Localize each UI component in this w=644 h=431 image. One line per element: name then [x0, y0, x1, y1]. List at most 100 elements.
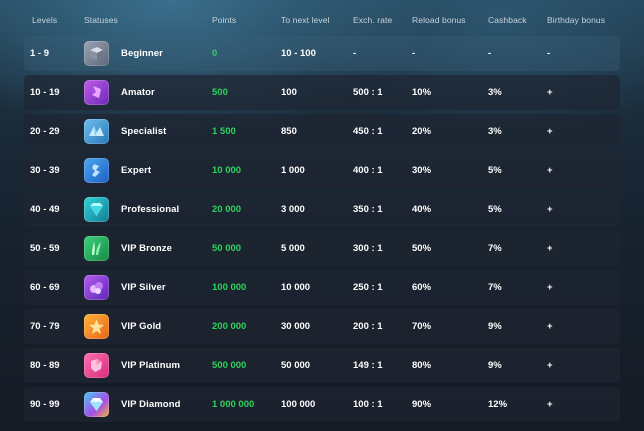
row-reload-bonus: 30%	[412, 165, 432, 176]
row-birthday-bonus: +	[547, 87, 553, 98]
row-exch-rate: 400 : 1	[353, 165, 383, 176]
row-exch-rate: 300 : 1	[353, 243, 383, 254]
row-exch-rate: 149 : 1	[353, 360, 383, 371]
row-birthday-bonus: +	[547, 360, 553, 371]
row-to-next-level: 10 - 100	[281, 48, 316, 59]
row-birthday-bonus: +	[547, 126, 553, 137]
row-reload-bonus: -	[412, 48, 416, 59]
row-exch-rate: 350 : 1	[353, 204, 383, 215]
table-row: 70 - 79 VIP Gold 200 000 30 000 200 : 1 …	[24, 309, 620, 344]
row-to-next-level: 100	[281, 87, 297, 98]
row-to-next-level: 1 000	[281, 165, 305, 176]
vip-gold-badge-icon	[84, 314, 109, 339]
row-cashback: 9%	[488, 360, 502, 371]
row-levels: 30 - 39	[30, 165, 60, 176]
row-reload-bonus: 80%	[412, 360, 432, 371]
row-points: 50 000	[212, 243, 242, 254]
table-header: Levels Statuses Points To next level Exc…	[0, 0, 644, 40]
row-cashback: 7%	[488, 243, 502, 254]
row-exch-rate: 500 : 1	[353, 87, 383, 98]
row-cashback: 9%	[488, 321, 502, 332]
header-statuses: Statuses	[84, 15, 118, 25]
expert-badge-icon	[84, 158, 109, 183]
row-cashback: -	[488, 48, 492, 59]
table-row: 10 - 19 Amator 500 100 500 : 1 10% 3% +	[24, 75, 620, 110]
row-points: 1 500	[212, 126, 236, 137]
row-levels: 60 - 69	[30, 282, 60, 293]
row-status: Expert	[121, 165, 152, 176]
row-to-next-level: 30 000	[281, 321, 311, 332]
row-levels: 90 - 99	[30, 399, 60, 410]
amator-badge-icon	[84, 80, 109, 105]
row-reload-bonus: 70%	[412, 321, 432, 332]
row-reload-bonus: 20%	[412, 126, 432, 137]
row-status: VIP Silver	[121, 282, 166, 293]
row-cashback: 3%	[488, 87, 502, 98]
row-status: VIP Diamond	[121, 399, 181, 410]
vip-platinum-badge-icon	[84, 353, 109, 378]
row-to-next-level: 5 000	[281, 243, 305, 254]
row-birthday-bonus: -	[547, 48, 551, 59]
row-points: 200 000	[212, 321, 247, 332]
vip-bronze-badge-icon	[84, 236, 109, 261]
specialist-badge-icon	[84, 119, 109, 144]
row-birthday-bonus: +	[547, 204, 553, 215]
row-reload-bonus: 40%	[412, 204, 432, 215]
row-cashback: 3%	[488, 126, 502, 137]
header-points: Points	[212, 15, 237, 25]
row-points: 20 000	[212, 204, 242, 215]
table-row: 50 - 59 VIP Bronze 50 000 5 000 300 : 1 …	[24, 231, 620, 266]
row-exch-rate: 450 : 1	[353, 126, 383, 137]
vip-diamond-badge-icon	[84, 392, 109, 417]
row-reload-bonus: 60%	[412, 282, 432, 293]
row-exch-rate: 200 : 1	[353, 321, 383, 332]
row-points: 10 000	[212, 165, 242, 176]
row-birthday-bonus: +	[547, 282, 553, 293]
row-reload-bonus: 10%	[412, 87, 432, 98]
row-birthday-bonus: +	[547, 165, 553, 176]
row-status: Beginner	[121, 48, 163, 59]
row-points: 1 000 000	[212, 399, 255, 410]
row-status: Amator	[121, 87, 155, 98]
beginner-badge-icon	[84, 41, 109, 66]
row-status: Professional	[121, 204, 180, 215]
header-exch-rate: Exch. rate	[353, 15, 393, 25]
row-points: 0	[212, 48, 218, 59]
table-row: 20 - 29 Specialist 1 500 850 450 : 1 20%…	[24, 114, 620, 149]
row-exch-rate: 100 : 1	[353, 399, 383, 410]
table-row: 90 - 99 VIP Diamond 1 000 000 100 000 10…	[24, 387, 620, 422]
header-levels: Levels	[32, 15, 58, 25]
row-to-next-level: 100 000	[281, 399, 316, 410]
row-to-next-level: 3 000	[281, 204, 305, 215]
row-cashback: 5%	[488, 165, 502, 176]
row-levels: 20 - 29	[30, 126, 60, 137]
row-cashback: 5%	[488, 204, 502, 215]
row-levels: 80 - 89	[30, 360, 60, 371]
row-to-next-level: 50 000	[281, 360, 311, 371]
table-row: 80 - 89 VIP Platinum 500 000 50 000 149 …	[24, 348, 620, 383]
row-to-next-level: 10 000	[281, 282, 311, 293]
row-status: VIP Gold	[121, 321, 162, 332]
table-row: 60 - 69 VIP Silver 100 000 10 000 250 : …	[24, 270, 620, 305]
professional-badge-icon	[84, 197, 109, 222]
row-status: VIP Platinum	[121, 360, 181, 371]
row-levels: 50 - 59	[30, 243, 60, 254]
row-birthday-bonus: +	[547, 321, 553, 332]
row-reload-bonus: 90%	[412, 399, 432, 410]
row-cashback: 12%	[488, 399, 508, 410]
row-exch-rate: 250 : 1	[353, 282, 383, 293]
row-levels: 70 - 79	[30, 321, 60, 332]
row-levels: 1 - 9	[30, 48, 50, 59]
header-cashback: Cashback	[488, 15, 527, 25]
row-points: 500 000	[212, 360, 247, 371]
vip-silver-badge-icon	[84, 275, 109, 300]
header-reload-bonus: Reload bonus	[412, 15, 466, 25]
row-cashback: 7%	[488, 282, 502, 293]
row-to-next-level: 850	[281, 126, 297, 137]
table-row: 40 - 49 Professional 20 000 3 000 350 : …	[24, 192, 620, 227]
row-points: 100 000	[212, 282, 247, 293]
header-to-next-level: To next level	[281, 15, 330, 25]
row-status: VIP Bronze	[121, 243, 172, 254]
row-reload-bonus: 50%	[412, 243, 432, 254]
